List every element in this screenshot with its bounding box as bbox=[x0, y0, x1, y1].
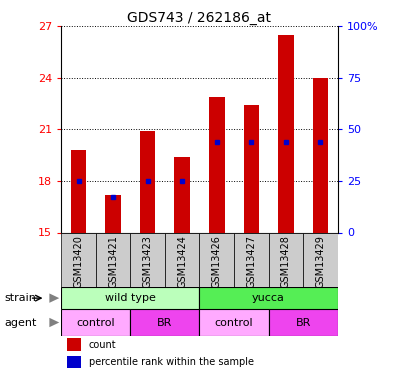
Text: GSM13429: GSM13429 bbox=[316, 235, 325, 288]
Bar bbox=[71, 150, 86, 232]
Text: wild type: wild type bbox=[105, 293, 156, 303]
Bar bbox=[67, 338, 81, 351]
Bar bbox=[244, 105, 259, 232]
Text: GSM13426: GSM13426 bbox=[212, 235, 222, 288]
Bar bbox=[199, 232, 234, 287]
Text: GSM13424: GSM13424 bbox=[177, 235, 187, 288]
Bar bbox=[165, 232, 199, 287]
Bar bbox=[234, 232, 269, 287]
Text: yucca: yucca bbox=[252, 293, 285, 303]
Text: GSM13428: GSM13428 bbox=[281, 235, 291, 288]
Text: BR: BR bbox=[157, 318, 173, 327]
Text: agent: agent bbox=[4, 318, 36, 327]
Bar bbox=[61, 232, 96, 287]
Text: percentile rank within the sample: percentile rank within the sample bbox=[89, 357, 254, 368]
Bar bbox=[199, 287, 338, 309]
Bar bbox=[175, 157, 190, 232]
Bar bbox=[269, 232, 303, 287]
Text: control: control bbox=[77, 318, 115, 327]
Bar bbox=[313, 78, 328, 232]
Text: GSM13423: GSM13423 bbox=[143, 235, 152, 288]
Text: control: control bbox=[215, 318, 253, 327]
Bar bbox=[61, 309, 130, 336]
Bar bbox=[199, 309, 269, 336]
Bar bbox=[303, 232, 338, 287]
Bar bbox=[209, 97, 224, 232]
Text: GSM13421: GSM13421 bbox=[108, 235, 118, 288]
Bar bbox=[61, 287, 199, 309]
Bar bbox=[105, 195, 121, 232]
Bar bbox=[278, 35, 293, 232]
Text: GSM13420: GSM13420 bbox=[73, 235, 83, 288]
Bar bbox=[130, 309, 199, 336]
Text: BR: BR bbox=[295, 318, 311, 327]
Title: GDS743 / 262186_at: GDS743 / 262186_at bbox=[128, 11, 271, 25]
Text: count: count bbox=[89, 339, 117, 350]
Text: GSM13427: GSM13427 bbox=[246, 235, 256, 288]
Bar bbox=[67, 356, 81, 368]
Bar bbox=[96, 232, 130, 287]
Bar bbox=[269, 309, 338, 336]
Bar bbox=[140, 131, 155, 232]
Text: strain: strain bbox=[4, 293, 36, 303]
Bar bbox=[130, 232, 165, 287]
